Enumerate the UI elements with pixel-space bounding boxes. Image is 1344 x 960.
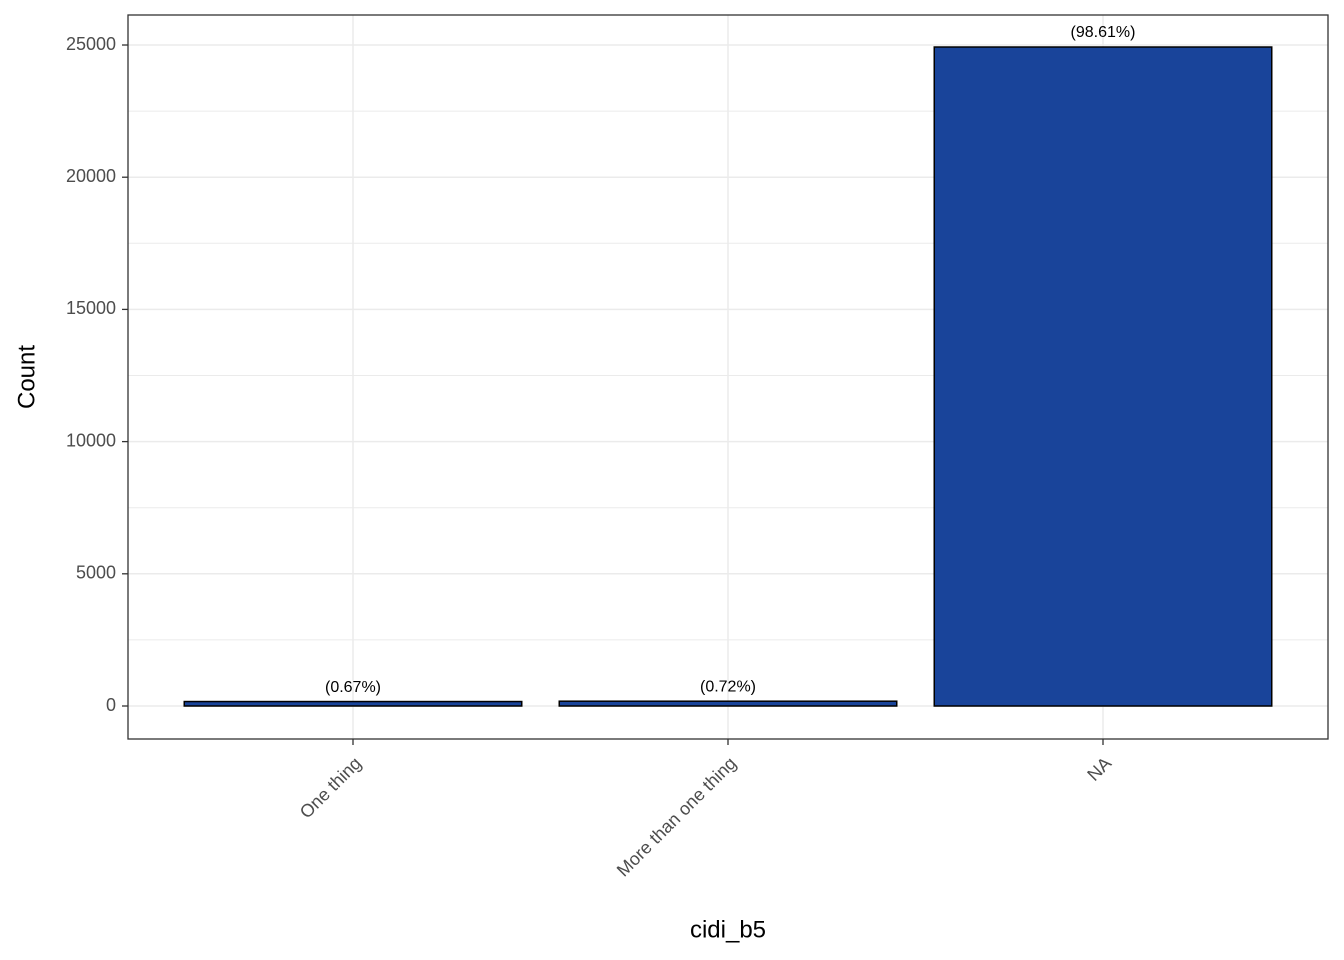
bar [183, 700, 523, 707]
bar [558, 700, 898, 707]
y-tick-label: 20000 [66, 166, 116, 186]
x-tick-label: One thing [296, 753, 365, 822]
y-tick-label: 0 [106, 695, 116, 715]
y-axis-title: Count [13, 345, 40, 409]
x-tick-label: NA [1083, 753, 1115, 785]
y-tick-label: 10000 [66, 430, 116, 450]
y-tick-label: 5000 [76, 563, 116, 583]
plot-border [127, 14, 1329, 740]
x-tick-label: More than one thing [613, 753, 740, 880]
bar [933, 46, 1273, 707]
y-tick-label: 15000 [66, 298, 116, 318]
bar-annotation: (98.61%) [1071, 24, 1136, 41]
x-axis-title: cidi_b5 [690, 916, 766, 943]
bar-annotation: (0.67%) [325, 679, 381, 696]
bar-annotation: (0.72%) [700, 678, 756, 695]
y-tick-label: 25000 [66, 34, 116, 54]
